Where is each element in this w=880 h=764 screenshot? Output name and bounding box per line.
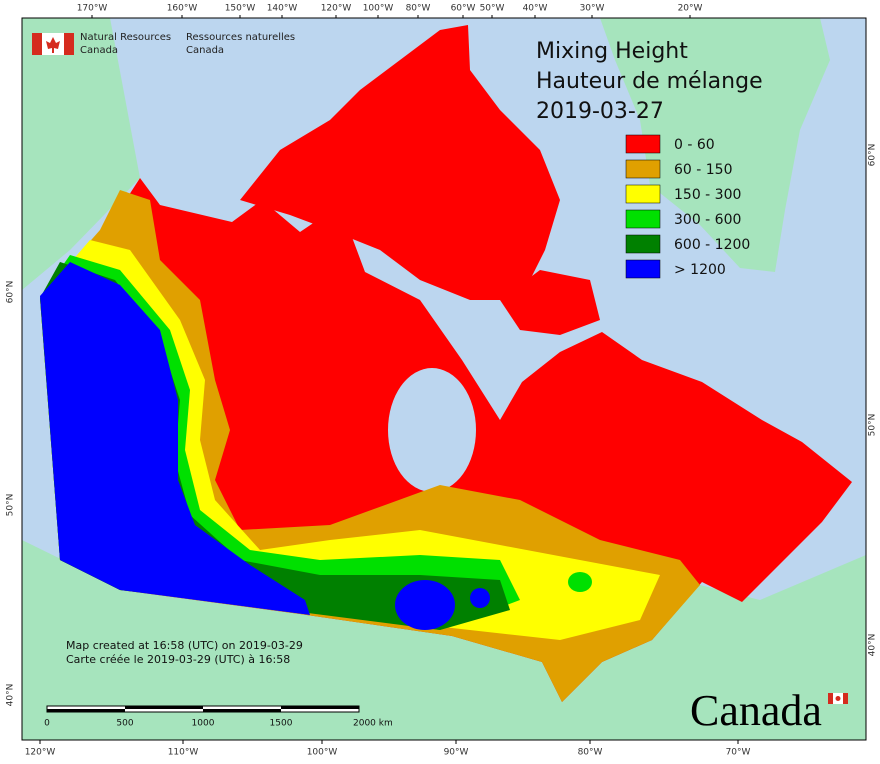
bottom-longitude: 70°W	[726, 748, 751, 758]
left-latitude: 50°N	[6, 494, 16, 517]
legend-swatch	[625, 134, 661, 154]
canada-wordmark: Canada	[690, 686, 822, 735]
legend-label: 150 - 300	[674, 187, 741, 203]
wordmark-fr: Ressources naturelles	[186, 32, 295, 43]
flag-logo	[32, 33, 74, 55]
mixing-height-fields	[40, 190, 700, 702]
legend-swatch	[625, 234, 661, 254]
bottom-longitude: 80°W	[578, 748, 603, 758]
top-longitude: 140°W	[267, 4, 298, 14]
hudson-bay	[388, 368, 476, 492]
top-longitude: 40°W	[523, 4, 548, 14]
land-outside	[22, 18, 866, 740]
left-latitude: 60°N	[6, 281, 16, 304]
legend-label: 600 - 1200	[674, 237, 750, 253]
map-credit: Carte créée le 2019-03-29 (UTC) à 16:58	[66, 653, 290, 666]
scale-label: 1000	[192, 719, 215, 729]
wordmark-en: Canada	[80, 45, 118, 56]
scale-label: 2000 km	[353, 719, 393, 729]
top-longitude: 150°W	[225, 4, 256, 14]
top-longitude: 80°W	[406, 4, 431, 14]
bottom-longitude: 90°W	[444, 748, 469, 758]
wordmark-en: Natural Resources	[80, 32, 171, 43]
top-longitude: 120°W	[321, 4, 352, 14]
map-title: Hauteur de mélange	[536, 69, 763, 94]
top-longitude: 170°W	[77, 4, 108, 14]
map-title: Mixing Height	[536, 39, 688, 64]
legend-label: 60 - 150	[674, 162, 733, 178]
scale-label: 500	[116, 719, 133, 729]
bottom-longitude: 100°W	[307, 748, 338, 758]
legend-swatch	[625, 159, 661, 179]
legend-label: 300 - 600	[674, 212, 741, 228]
top-longitude: 160°W	[167, 4, 198, 14]
scale-label: 1500	[270, 719, 293, 729]
legend-label: > 1200	[674, 262, 726, 278]
top-longitude: 60°W	[451, 4, 476, 14]
map-date: 2019-03-27	[536, 99, 664, 124]
right-latitude: 60°N	[868, 144, 878, 167]
top-longitude: 30°W	[580, 4, 605, 14]
wordmark-flag	[828, 693, 848, 704]
right-latitude: 50°N	[868, 414, 878, 437]
legend-label: 0 - 60	[674, 137, 715, 153]
top-longitude: 50°W	[480, 4, 505, 14]
legend-swatch	[625, 184, 661, 204]
top-longitude: 100°W	[363, 4, 394, 14]
scale-label: 0	[44, 719, 50, 729]
legend-swatch	[625, 209, 661, 229]
legend-swatch	[625, 259, 661, 279]
bottom-longitude: 120°W	[25, 748, 56, 758]
map-frame	[21, 17, 867, 741]
map-credit: Map created at 16:58 (UTC) on 2019-03-29	[66, 639, 303, 652]
scale-bar	[46, 705, 360, 713]
left-latitude: 40°N	[6, 684, 16, 707]
right-latitude: 40°N	[868, 634, 878, 657]
bottom-longitude: 110°W	[168, 748, 199, 758]
top-longitude: 20°W	[678, 4, 703, 14]
wordmark-fr: Canada	[186, 45, 224, 56]
